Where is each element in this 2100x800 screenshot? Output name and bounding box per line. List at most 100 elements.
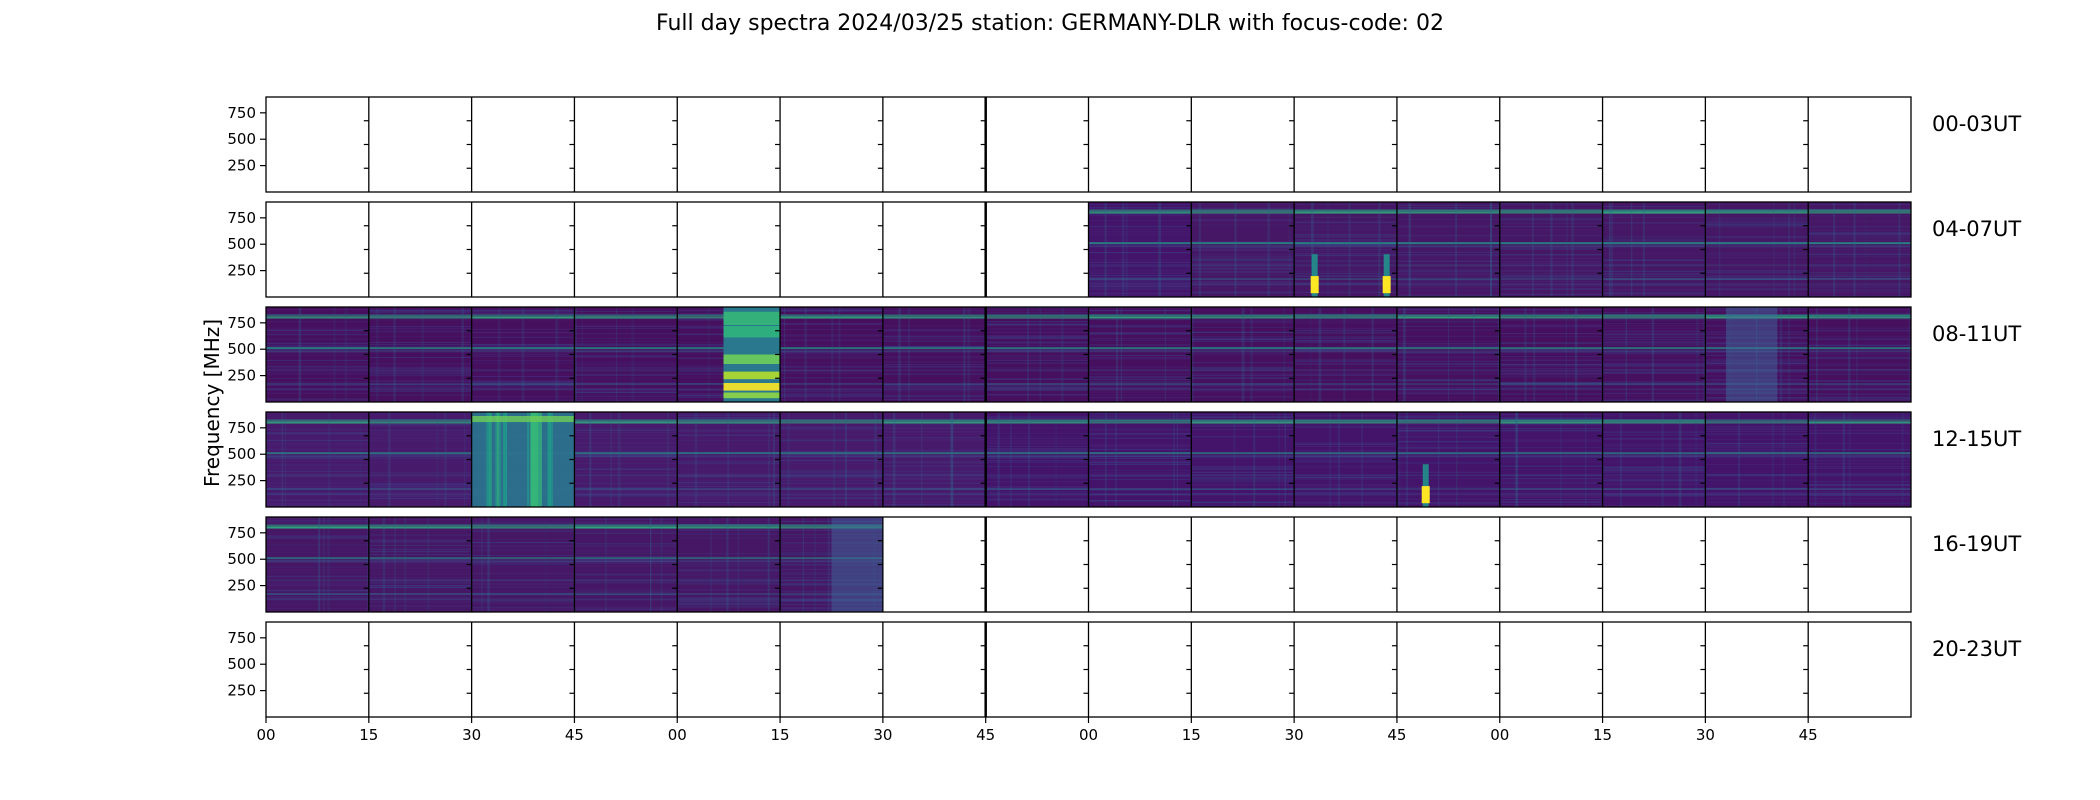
noise-line	[574, 582, 678, 584]
noise-line	[1499, 504, 1603, 506]
noise-line	[471, 522, 575, 524]
noise-line	[1088, 432, 1192, 434]
noise-line	[1602, 275, 1706, 277]
noise-line	[266, 492, 369, 494]
noise-line	[1808, 261, 1911, 263]
frequency-band	[1191, 474, 1295, 477]
time-streak	[726, 517, 729, 612]
noise-line	[471, 375, 575, 377]
noise-line	[780, 399, 883, 401]
noise-line	[1808, 313, 1911, 315]
noise-line	[1499, 478, 1603, 480]
noise-line	[1499, 273, 1603, 275]
frequency-band	[1396, 314, 1500, 317]
noise-line	[780, 542, 883, 544]
noise-line	[1705, 463, 1809, 465]
noise-line	[1705, 451, 1809, 453]
noise-line	[1602, 471, 1706, 473]
noise-line	[985, 331, 1089, 333]
noise-line	[1705, 433, 1809, 435]
noise-line	[780, 439, 883, 441]
noise-line	[1088, 338, 1192, 340]
noise-line	[677, 474, 781, 476]
noise-line	[985, 485, 1089, 487]
noise-line	[266, 366, 369, 368]
noise-line	[1191, 352, 1295, 354]
frequency-band	[1705, 488, 1809, 491]
frequency-band	[266, 316, 369, 319]
noise-line	[1499, 372, 1603, 374]
noise-line	[1294, 398, 1397, 400]
noise-line	[266, 327, 369, 329]
time-streak	[1192, 307, 1194, 402]
noise-line	[574, 530, 678, 532]
noise-line	[574, 483, 678, 485]
frequency-band	[1294, 283, 1397, 286]
frequency-band	[1705, 314, 1809, 317]
noise-line	[1088, 274, 1192, 276]
noise-line	[882, 427, 986, 429]
noise-line	[1191, 503, 1295, 505]
noise-line	[574, 447, 678, 449]
noise-line	[1088, 456, 1192, 458]
x-tick-label: 15	[1182, 726, 1201, 744]
x-tick-label: 00	[256, 726, 275, 744]
noise-line	[1705, 359, 1809, 361]
noise-line	[780, 482, 883, 484]
noise-line	[1088, 445, 1192, 447]
noise-line	[1499, 373, 1603, 375]
time-streak	[768, 412, 770, 507]
noise-line	[1602, 488, 1706, 490]
noise-line	[1294, 363, 1397, 365]
time-streak	[393, 307, 396, 402]
time-streak	[1848, 307, 1851, 402]
noise-line	[1705, 501, 1809, 503]
noise-line	[1191, 367, 1295, 369]
noise-line	[1191, 378, 1295, 380]
noise-line	[1808, 291, 1911, 293]
spectrum-panel	[1396, 412, 1501, 507]
frequency-band	[985, 350, 1089, 353]
time-streak	[1560, 412, 1562, 507]
frequency-band	[1294, 383, 1397, 386]
noise-line	[882, 384, 986, 386]
noise-line	[471, 520, 575, 522]
noise-line	[574, 494, 678, 496]
noise-line	[266, 482, 369, 484]
noise-line	[266, 603, 369, 605]
frequency-band	[985, 419, 1089, 422]
panel-background	[1294, 412, 1398, 507]
noise-line	[882, 439, 986, 441]
noise-line	[574, 454, 678, 456]
time-streak	[1039, 307, 1041, 402]
time-streak	[1630, 202, 1633, 297]
noise-line	[471, 523, 575, 525]
noise-line	[574, 310, 678, 312]
noise-line	[780, 427, 883, 429]
noise-line	[266, 342, 369, 344]
noise-line	[677, 588, 781, 590]
burst-stripe	[723, 354, 781, 364]
noise-line	[574, 565, 678, 567]
spectrum-panel	[1602, 202, 1706, 297]
panel-background	[1499, 307, 1604, 402]
noise-line	[1808, 266, 1911, 268]
noise-line	[1088, 277, 1192, 279]
noise-line	[1499, 234, 1603, 236]
noise-line	[780, 593, 883, 595]
noise-line	[1294, 501, 1397, 503]
noise-line	[677, 463, 781, 465]
noise-line	[1088, 270, 1192, 272]
noise-line	[1088, 437, 1192, 439]
noise-line	[1396, 219, 1500, 221]
noise-line	[1396, 493, 1500, 495]
spectrum-panel	[1499, 412, 1604, 507]
noise-line	[1088, 376, 1192, 378]
frequency-band	[574, 593, 678, 596]
frequency-band	[985, 369, 1089, 372]
frequency-band	[677, 455, 781, 458]
noise-line	[1499, 447, 1603, 449]
noise-line	[1808, 396, 1911, 398]
frequency-band	[266, 593, 369, 596]
time-streak	[574, 307, 578, 402]
